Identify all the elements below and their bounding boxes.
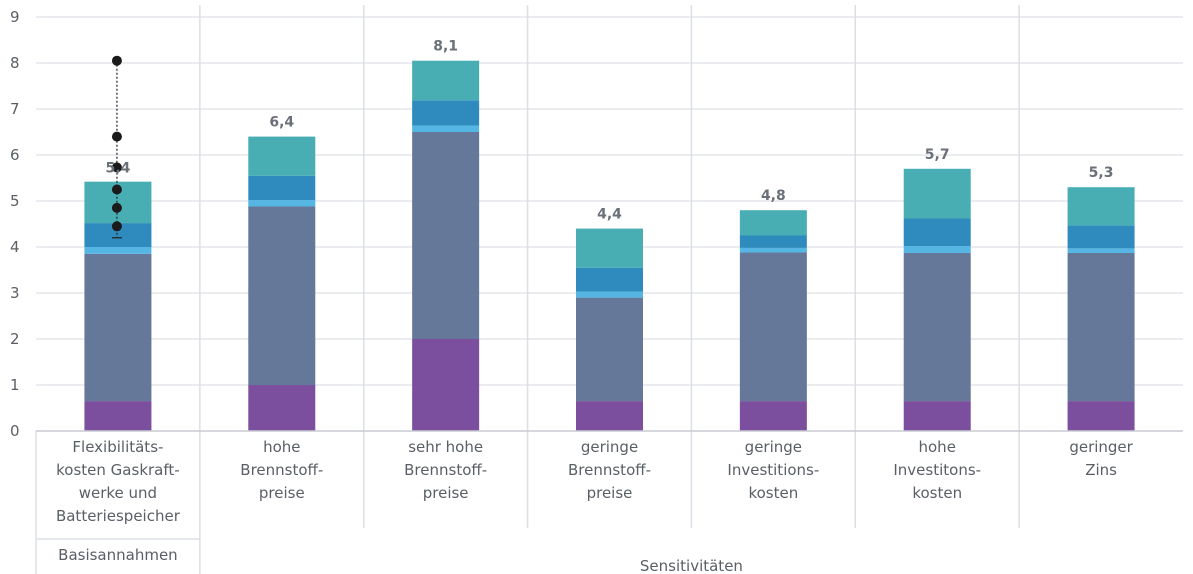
- bar-segment: [739, 247, 807, 253]
- category-label-line: preise: [587, 484, 633, 502]
- category-label-line: sehr hohe: [408, 438, 483, 456]
- bar-total-label: 5,4: [106, 161, 131, 177]
- category-label-line: hohe: [919, 438, 956, 456]
- bar-total-label: 8,1: [433, 39, 458, 55]
- category-label-line: Brennstoff-: [240, 461, 323, 479]
- y-tick-label: 0: [10, 422, 20, 440]
- bar-segment: [248, 385, 316, 431]
- y-tick-label: 9: [10, 8, 20, 26]
- group-label: Sensitivitäten: [640, 557, 743, 574]
- bar-segment: [1067, 252, 1135, 402]
- error-points: [111, 55, 122, 239]
- bar-segment: [248, 175, 316, 201]
- bar-segment: [412, 339, 480, 431]
- bar-segment: [739, 210, 807, 236]
- category-label-line: Batteriespeicher: [56, 507, 181, 525]
- bar-segment: [248, 200, 316, 207]
- y-tick-label: 5: [10, 192, 20, 210]
- bar-total-label: 4,4: [597, 207, 622, 223]
- bar-segment: [576, 291, 643, 298]
- bar-segment: [1067, 187, 1135, 226]
- category-label: hohe Investitons-kosten: [893, 438, 981, 502]
- category-label-line: preise: [259, 484, 305, 502]
- error-point: [111, 184, 122, 195]
- bar-segment: [84, 401, 152, 431]
- y-tick-label: 1: [10, 376, 20, 394]
- gridlines: [36, 16, 1183, 386]
- bar-segment: [739, 401, 807, 431]
- category-label: hohe Brennstoff-preise: [240, 438, 323, 502]
- category-label: geringe Investitions-kosten: [727, 438, 819, 502]
- bar-segment: [576, 401, 643, 431]
- bar-segment: [248, 206, 316, 385]
- bar-segment: [1067, 401, 1135, 431]
- category-label-line: werke und: [79, 484, 157, 502]
- bar-segment: [1067, 225, 1135, 249]
- bar-segment: [84, 253, 152, 402]
- error-point: [111, 202, 122, 213]
- bar-segment: [903, 246, 971, 253]
- y-tick-label: 4: [10, 238, 20, 256]
- y-tick-label: 6: [10, 146, 20, 164]
- category-label-line: Brennstoff-: [568, 461, 651, 479]
- category-label-line: geringe: [745, 438, 802, 456]
- category-label: sehr hohe Brennstoff-preise: [404, 438, 487, 502]
- bar-segment: [903, 401, 971, 431]
- error-point: [111, 131, 122, 142]
- y-tick-label: 2: [10, 330, 20, 348]
- bar-segment: [84, 247, 152, 254]
- bar-segment: [576, 297, 643, 402]
- bar-segment: [412, 60, 480, 101]
- category-label-line: kosten: [912, 484, 962, 502]
- category-separators: [35, 5, 1020, 574]
- error-point: [111, 55, 122, 66]
- bar-segment: [412, 132, 480, 339]
- y-tick-label: 3: [10, 284, 20, 302]
- bar-segment: [903, 252, 971, 402]
- category-label-line: Investitons-: [893, 461, 981, 479]
- bar-segment: [576, 228, 643, 268]
- bar-segment: [84, 223, 152, 247]
- axes: 0 1 2 3 4 5 6 7 8 9: [10, 8, 1183, 440]
- bar-total-label: 6,4: [269, 115, 294, 131]
- bar-segment: [739, 235, 807, 248]
- category-label-line: hohe: [263, 438, 300, 456]
- category-label-line: preise: [423, 484, 469, 502]
- bar-segment: [903, 218, 971, 247]
- bar-segment: [903, 168, 971, 219]
- bar-total-label: 5,3: [1089, 165, 1114, 181]
- bar-segment: [1067, 248, 1135, 253]
- labels: 5,4 6,4 8,1 4,4 4,8 5,7 5,3 Flexibilitäts-koste…: [56, 39, 1134, 574]
- category-label-line: Flexibilitäts-: [72, 438, 163, 456]
- category-label-line: Zins: [1085, 461, 1117, 479]
- bar-segment: [576, 267, 643, 292]
- category-label-line: geringe: [581, 438, 638, 456]
- bars: [84, 60, 1135, 431]
- bar-segment: [248, 136, 316, 176]
- y-tick-label: 8: [10, 54, 20, 72]
- category-label-line: kosten: [748, 484, 798, 502]
- error-point: [111, 221, 122, 232]
- bar-total-label: 5,7: [925, 147, 950, 163]
- category-label-line: geringer: [1069, 438, 1133, 456]
- y-tick-label: 7: [10, 100, 20, 118]
- category-label: geringe Brennstoff-preise: [568, 438, 651, 502]
- group-label: Basisannahmen: [58, 546, 178, 564]
- category-label: Flexibilitäts-kosten Gaskraft-werke und B…: [56, 438, 181, 525]
- bar-segment: [412, 100, 480, 126]
- category-label-line: kosten Gaskraft-: [56, 461, 180, 479]
- error-point: [111, 162, 122, 173]
- bar-segment: [739, 252, 807, 402]
- category-label-line: Brennstoff-: [404, 461, 487, 479]
- bar-total-label: 4,8: [761, 188, 786, 204]
- category-label: geringer Zins: [1069, 438, 1133, 479]
- bar-segment: [412, 125, 480, 132]
- category-label-line: Investitions-: [727, 461, 819, 479]
